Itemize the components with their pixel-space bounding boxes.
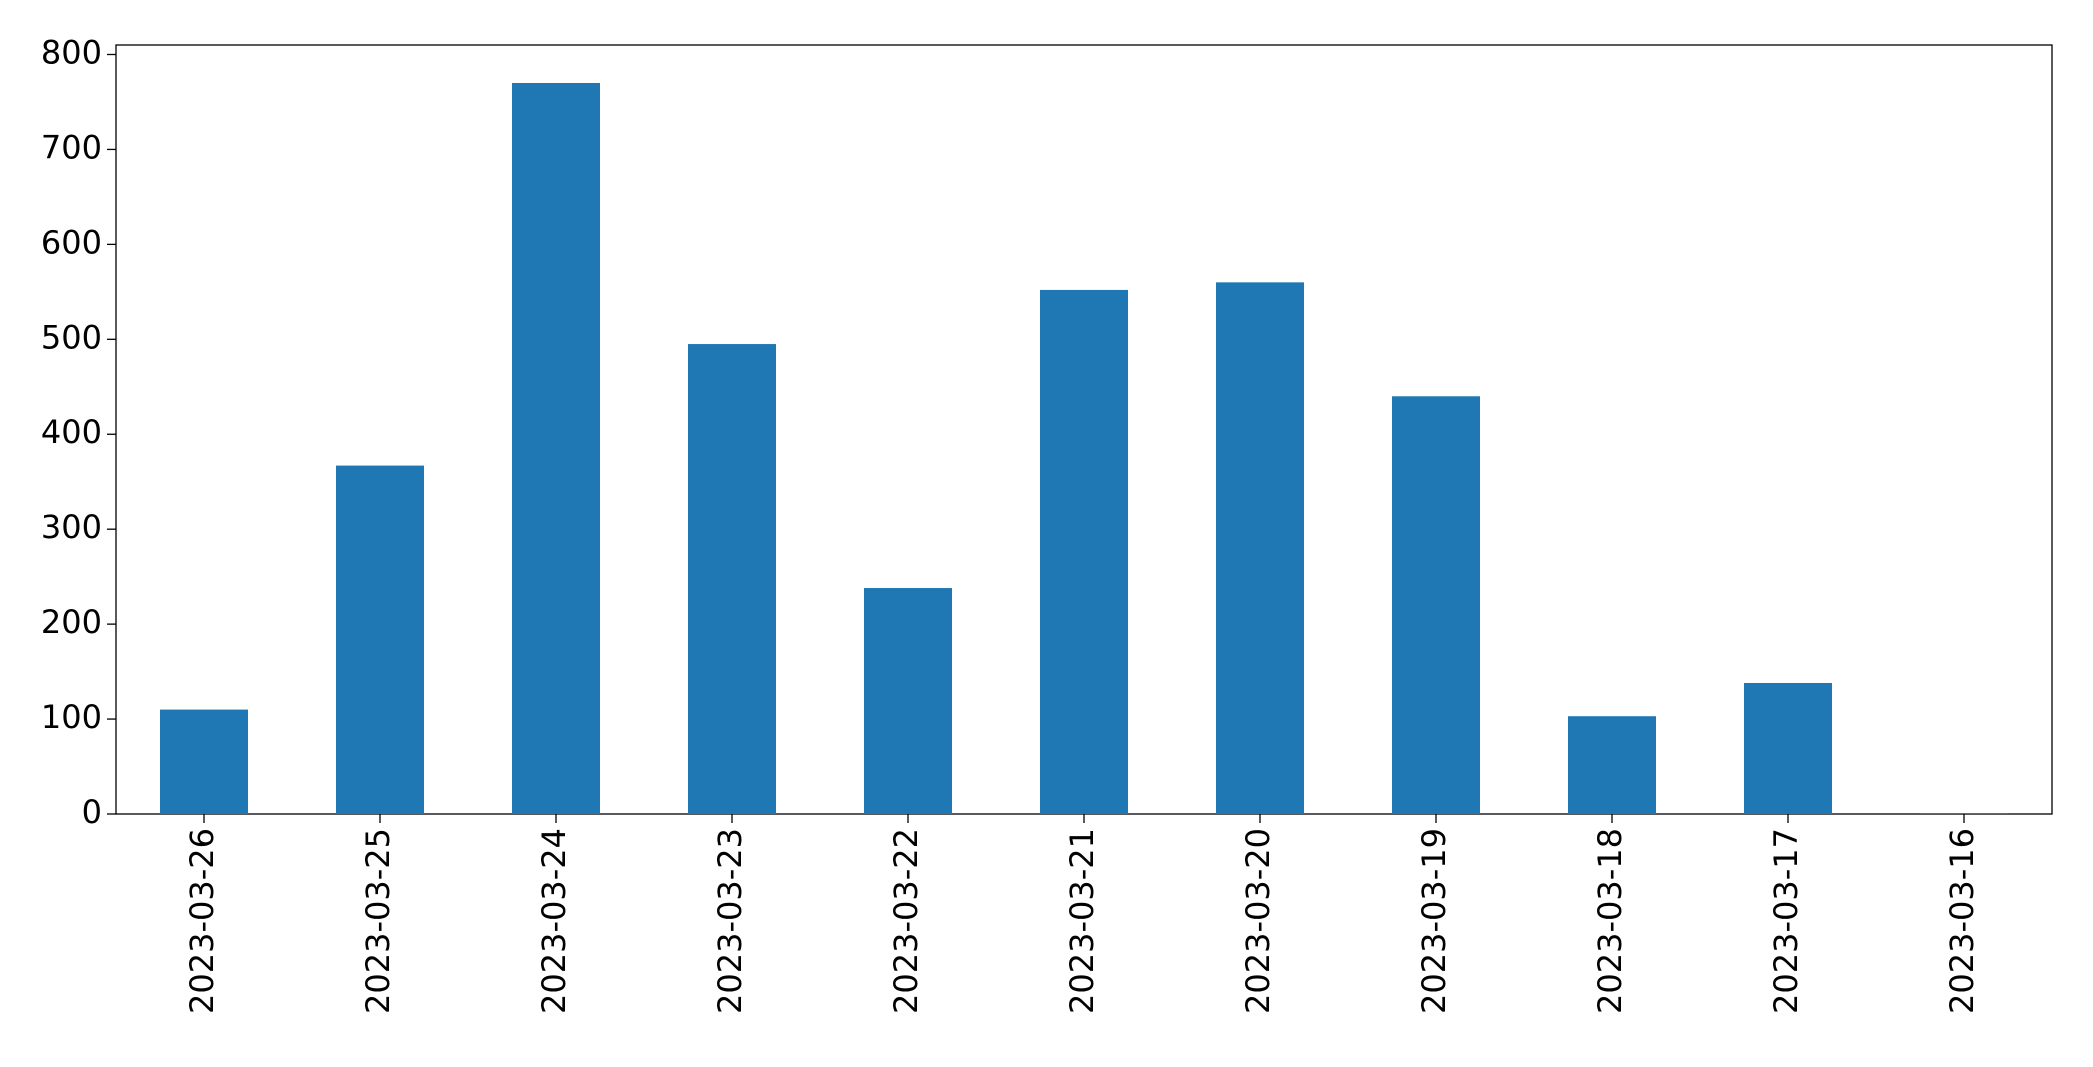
x-tick-label: 2023-03-18	[1591, 828, 1629, 1014]
bar	[512, 82, 600, 814]
y-tick-label: 200	[41, 603, 102, 641]
x-tick-label: 2023-03-24	[535, 828, 573, 1014]
x-tick-label: 2023-03-20	[1239, 828, 1277, 1014]
y-tick-label: 100	[41, 698, 102, 736]
bar	[1744, 682, 1832, 814]
bar	[160, 709, 248, 814]
bar	[1216, 282, 1304, 814]
x-tick-label: 2023-03-19	[1415, 828, 1453, 1014]
y-tick-label: 300	[41, 508, 102, 546]
bar	[864, 588, 952, 814]
y-tick-label: 500	[41, 318, 102, 356]
bar	[688, 344, 776, 814]
bar	[1040, 289, 1128, 814]
x-tick-label: 2023-03-23	[711, 828, 749, 1014]
y-tick-label: 0	[82, 793, 102, 831]
y-tick-label: 400	[41, 413, 102, 451]
x-tick-label: 2023-03-17	[1767, 828, 1805, 1014]
bar	[1920, 813, 2008, 814]
bar	[1568, 716, 1656, 814]
y-tick-label: 600	[41, 223, 102, 261]
x-tick-label: 2023-03-16	[1943, 828, 1981, 1014]
bar	[336, 465, 424, 814]
x-tick-label: 2023-03-21	[1063, 828, 1101, 1014]
x-tick-label: 2023-03-22	[887, 828, 925, 1014]
y-tick-label: 800	[41, 33, 102, 71]
y-tick-label: 700	[41, 128, 102, 166]
bar	[1392, 396, 1480, 814]
x-tick-label: 2023-03-26	[183, 828, 221, 1014]
x-tick-label: 2023-03-25	[359, 828, 397, 1014]
